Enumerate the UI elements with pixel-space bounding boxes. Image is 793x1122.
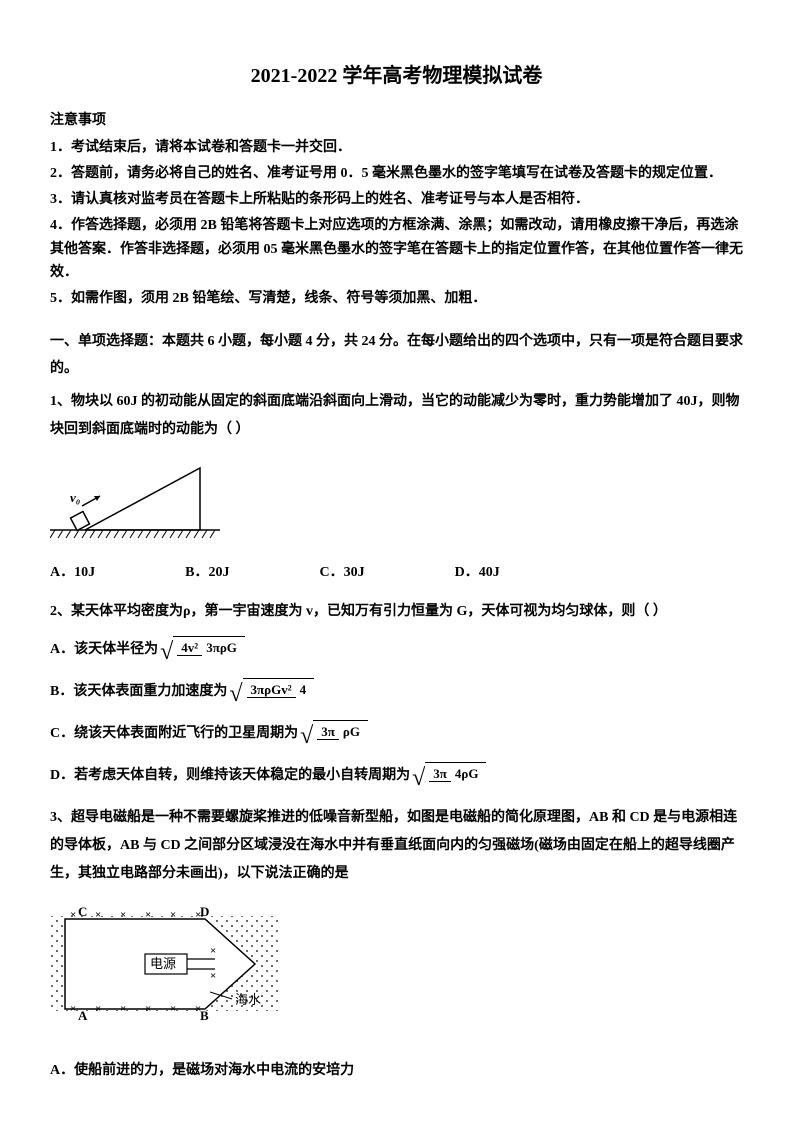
svg-text:×: ×	[170, 909, 176, 921]
svg-text:×: ×	[95, 909, 101, 921]
opt-a-prefix: A．该天体半径为	[50, 639, 158, 661]
boat-figure: ×× ×× ×× ×× ×× ×× ×× C D A B 电源 海水	[50, 904, 280, 1024]
svg-text:×: ×	[70, 1003, 76, 1015]
svg-text:电源: 电源	[150, 956, 176, 971]
svg-text:×: ×	[210, 970, 216, 982]
svg-text:×: ×	[170, 1003, 176, 1015]
option-d: D．40J	[455, 562, 500, 584]
svg-text:D: D	[200, 904, 209, 919]
option-c: C．30J	[319, 562, 364, 584]
question-3-text: 3、超导电磁船是一种不需要螺旋桨推进的低噪音新型船，如图是电磁船的简化原理图，A…	[50, 804, 743, 888]
question-3-option-a: A．使船前进的力，是磁场对海水中电流的安培力	[50, 1060, 743, 1082]
opt-b-prefix: B．该天体表面重力加速度为	[50, 681, 227, 703]
question-2-text: 2、某天体平均密度为ρ，第一宇宙速度为 v，已知万有引力恒量为 G，天体可视为均…	[50, 598, 743, 626]
notice-item-5: 5．如需作图，须用 2B 铅笔绘、写清楚，线条、符号等须加黑、加粗．	[50, 287, 743, 311]
question-2-option-a: A．该天体半径为 √4v²3πρG	[50, 636, 743, 664]
question-2-option-d: D．若考虑天体自转，则维持该天体稳定的最小自转周期为 √3π4ρG	[50, 762, 743, 790]
option-a: A．10J	[50, 562, 95, 584]
svg-text:×: ×	[95, 1003, 101, 1015]
svg-text:×: ×	[145, 909, 151, 921]
notice-item-1: 1．考试结束后，请将本试卷和答题卡一并交回．	[50, 136, 743, 160]
notice-item-4: 4．作答选择题，必须用 2B 铅笔将答题卡上对应选项的方框涂满、涂黑；如需改动，…	[50, 214, 743, 285]
notice-item-3: 3．请认真核对监考员在答题卡上所粘贴的条形码上的姓名、准考证号与本人是否相符．	[50, 188, 743, 212]
page-title: 2021-2022 学年高考物理模拟试卷	[50, 60, 743, 92]
svg-text:×: ×	[120, 1003, 126, 1015]
opt-c-prefix: C．绕该天体表面附近飞行的卫星周期为	[50, 723, 298, 745]
svg-text:v₀: v₀	[70, 490, 80, 505]
incline-figure: v₀	[50, 458, 220, 543]
svg-text:C: C	[78, 904, 87, 919]
question-1-text: 1、物块以 60J 的初动能从固定的斜面底端沿斜面向上滑动，当它的动能减少为零时…	[50, 388, 743, 444]
svg-text:B: B	[200, 1008, 209, 1023]
notice-item-2: 2．答题前，请务必将自己的姓名、准考证号用 0．5 毫米黑色墨水的签字笔填写在试…	[50, 162, 743, 186]
option-b: B．20J	[185, 562, 229, 584]
question-2-option-b: B．该天体表面重力加速度为 √3πρGv²4	[50, 678, 743, 706]
svg-text:×: ×	[70, 909, 76, 921]
svg-text:×: ×	[210, 945, 216, 957]
opt-d-prefix: D．若考虑天体自转，则维持该天体稳定的最小自转周期为	[50, 765, 410, 787]
question-1-options: A．10J B．20J C．30J D．40J	[50, 562, 743, 584]
svg-text:×: ×	[120, 909, 126, 921]
section-1-intro: 一、单项选择题：本题共 6 小题，每小题 4 分，共 24 分。在每小题给出的四…	[50, 329, 743, 382]
svg-text:×: ×	[145, 1003, 151, 1015]
notice-header: 注意事项	[50, 110, 743, 132]
svg-text:A: A	[78, 1008, 88, 1023]
svg-text:海水: 海水	[235, 992, 261, 1007]
question-2-option-c: C．绕该天体表面附近飞行的卫星周期为 √3πρG	[50, 720, 743, 748]
